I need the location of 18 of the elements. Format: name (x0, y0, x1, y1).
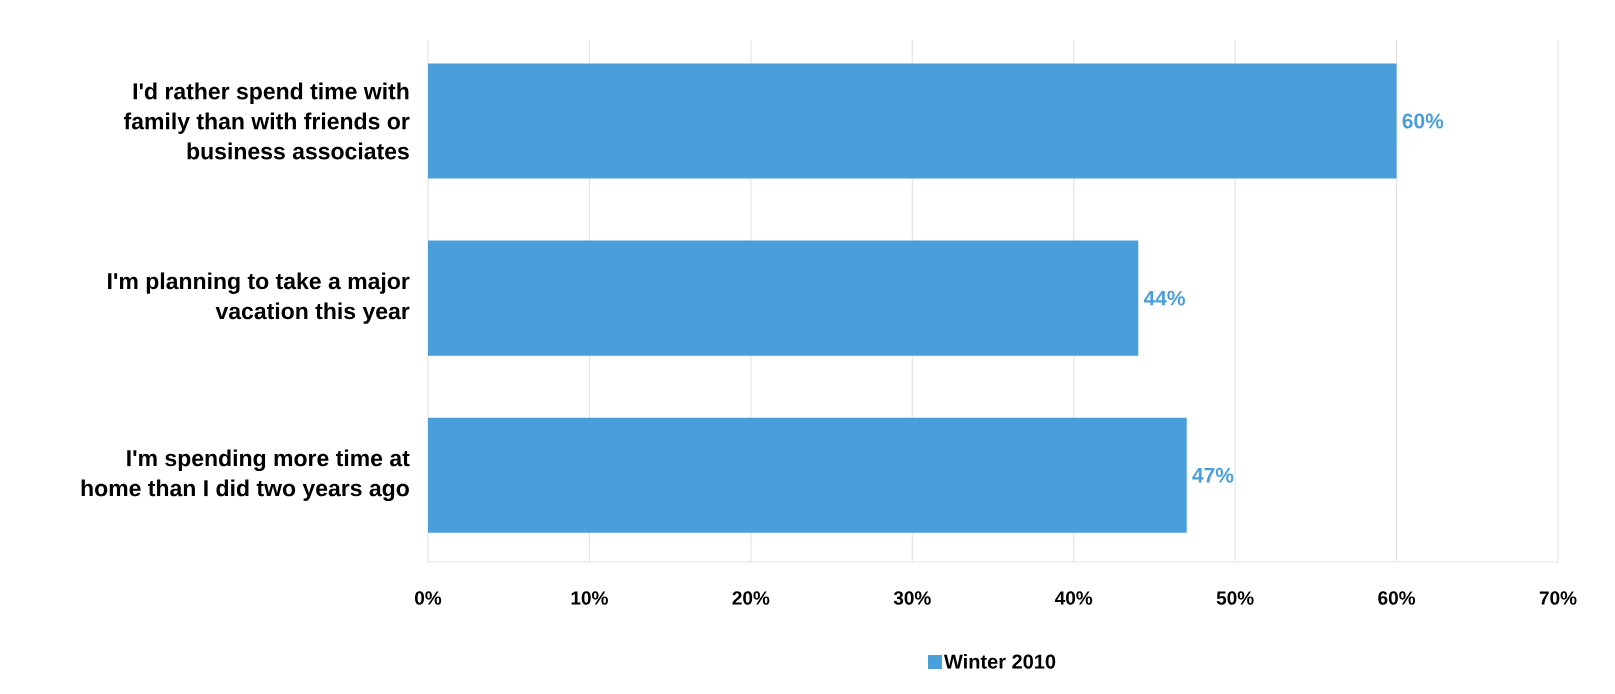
x-tick-label: 20% (732, 591, 770, 605)
x-tick-label: 60% (1378, 591, 1416, 605)
x-tick-label: 0% (415, 591, 442, 605)
data-label: 60% (1402, 113, 1444, 129)
y-tick-label: I'm planning to take a major vacation this year (108, 272, 410, 324)
bar (428, 63, 1397, 179)
y-tick-label: I'm spending more time at home than I did two years ago (81, 449, 410, 501)
x-tick-label: 50% (1216, 591, 1254, 605)
data-label: 47% (1192, 467, 1234, 483)
data-label: 44% (1143, 290, 1185, 306)
x-tick-label: 70% (1539, 591, 1577, 605)
bar (428, 417, 1187, 533)
y-tick-label: I'd rather spend time with family than with friends or business associates (123, 82, 410, 160)
legend-label: Winter 2010 (943, 654, 1056, 669)
x-tick-label: 30% (893, 591, 931, 605)
bar (428, 240, 1139, 356)
x-tick-label: 40% (1054, 591, 1093, 605)
x-tick-label: 10% (571, 591, 608, 605)
